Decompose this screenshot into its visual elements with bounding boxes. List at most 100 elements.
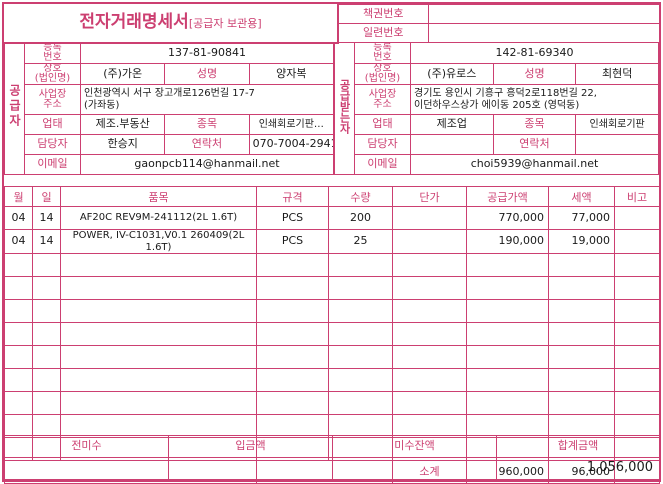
table-row-empty[interactable] bbox=[4, 391, 660, 415]
cell-tax-amount[interactable] bbox=[548, 299, 615, 323]
table-row-empty[interactable] bbox=[4, 299, 660, 323]
supplier-address-value[interactable]: 인천광역시 서구 장고개로126번길 17-7 (가좌동) bbox=[80, 84, 334, 115]
serial-number-value[interactable] bbox=[427, 23, 660, 43]
cell-day[interactable] bbox=[32, 391, 61, 415]
buyer-reg-value[interactable]: 142-81-69340 bbox=[410, 42, 659, 64]
balance-value[interactable] bbox=[332, 457, 497, 480]
cell-qty[interactable] bbox=[328, 276, 393, 300]
cell-note[interactable] bbox=[614, 299, 660, 323]
table-row[interactable]: 04 14 AF20C REV9M-241112(2L 1.6T) PCS 200 770… bbox=[4, 206, 660, 230]
cell-unit-price[interactable] bbox=[392, 391, 467, 415]
cell-item[interactable] bbox=[60, 414, 257, 438]
cell-unit-price[interactable] bbox=[392, 276, 467, 300]
cell-day[interactable] bbox=[32, 322, 61, 346]
cell-day[interactable] bbox=[32, 345, 61, 369]
cell-supply-amount[interactable] bbox=[466, 391, 549, 415]
grand-total-value[interactable]: 1,056,000 bbox=[496, 457, 660, 480]
cell-item[interactable] bbox=[60, 322, 257, 346]
cell-qty[interactable] bbox=[328, 391, 393, 415]
cell-tax-amount[interactable] bbox=[548, 276, 615, 300]
cell-supply-amount[interactable]: 770,000 bbox=[466, 206, 549, 230]
supplier-company-value[interactable]: (주)가온 bbox=[79, 63, 166, 85]
cell-qty[interactable] bbox=[328, 322, 393, 346]
buyer-bizitem-value[interactable]: 인쇄회로기판 bbox=[575, 114, 659, 135]
cell-note[interactable] bbox=[614, 253, 660, 277]
cell-month[interactable] bbox=[4, 345, 33, 369]
supplier-email-value[interactable]: gaonpcb114@hanmail.net bbox=[80, 154, 334, 175]
cell-tax-amount[interactable] bbox=[548, 414, 615, 438]
cell-month[interactable] bbox=[4, 391, 33, 415]
buyer-company-value[interactable]: (주)유로스 bbox=[410, 63, 494, 85]
cell-item[interactable] bbox=[60, 276, 257, 300]
cell-supply-amount[interactable] bbox=[466, 322, 549, 346]
cell-qty[interactable] bbox=[328, 368, 393, 392]
cell-item[interactable] bbox=[60, 368, 257, 392]
cell-item[interactable] bbox=[60, 391, 257, 415]
table-row-empty[interactable] bbox=[4, 322, 660, 346]
cell-tax-amount[interactable] bbox=[548, 253, 615, 277]
cell-spec[interactable] bbox=[256, 368, 329, 392]
cell-item[interactable]: AF20C REV9M-241112(2L 1.6T) bbox=[60, 206, 257, 230]
cell-unit-price[interactable] bbox=[392, 253, 467, 277]
cell-note[interactable] bbox=[614, 391, 660, 415]
prev-receivable-value[interactable] bbox=[4, 457, 169, 480]
cell-supply-amount[interactable] bbox=[466, 368, 549, 392]
cell-unit-price[interactable] bbox=[392, 322, 467, 346]
cell-month[interactable]: 04 bbox=[4, 229, 33, 254]
cell-note[interactable] bbox=[614, 276, 660, 300]
cell-tax-amount[interactable] bbox=[548, 322, 615, 346]
cell-unit-price[interactable] bbox=[392, 299, 467, 323]
book-number-value[interactable] bbox=[427, 4, 660, 24]
cell-spec[interactable] bbox=[256, 276, 329, 300]
cell-day[interactable] bbox=[32, 299, 61, 323]
cell-spec[interactable] bbox=[256, 391, 329, 415]
cell-note[interactable] bbox=[614, 229, 660, 254]
cell-tax-amount[interactable] bbox=[548, 391, 615, 415]
cell-spec[interactable]: PCS bbox=[256, 206, 329, 230]
cell-note[interactable] bbox=[614, 368, 660, 392]
cell-qty[interactable]: 200 bbox=[328, 206, 393, 230]
deposit-value[interactable] bbox=[168, 457, 333, 480]
table-row-empty[interactable] bbox=[4, 276, 660, 300]
cell-month[interactable] bbox=[4, 276, 33, 300]
cell-qty[interactable]: 25 bbox=[328, 229, 393, 254]
supplier-ceo-value[interactable]: 양자복 bbox=[248, 63, 335, 85]
buyer-ceo-value[interactable]: 최현덕 bbox=[575, 63, 659, 85]
table-row-empty[interactable] bbox=[4, 253, 660, 277]
supplier-contact-value[interactable]: 070-7004-2941 bbox=[248, 134, 335, 155]
table-row-empty[interactable] bbox=[4, 368, 660, 392]
cell-supply-amount[interactable] bbox=[466, 253, 549, 277]
cell-spec[interactable]: PCS bbox=[256, 229, 329, 254]
table-row-empty[interactable] bbox=[4, 345, 660, 369]
buyer-manager-value[interactable] bbox=[410, 134, 494, 155]
cell-supply-amount[interactable] bbox=[466, 276, 549, 300]
cell-spec[interactable] bbox=[256, 345, 329, 369]
cell-month[interactable] bbox=[4, 368, 33, 392]
cell-item[interactable] bbox=[60, 253, 257, 277]
cell-note[interactable] bbox=[614, 345, 660, 369]
cell-item[interactable]: POWER, IV-C1031,V0.1 260409(2L 1.6T) bbox=[60, 229, 257, 254]
cell-day[interactable]: 14 bbox=[32, 229, 61, 254]
cell-qty[interactable] bbox=[328, 253, 393, 277]
cell-unit-price[interactable] bbox=[392, 345, 467, 369]
cell-item[interactable] bbox=[60, 345, 257, 369]
supplier-biztype-value[interactable]: 제조.부동산 bbox=[79, 114, 166, 135]
table-row[interactable]: 04 14 POWER, IV-C1031,V0.1 260409(2L 1.6T) P… bbox=[4, 229, 660, 254]
supplier-bizitem-value[interactable]: 인쇄회로기판… bbox=[248, 114, 335, 135]
cell-tax-amount[interactable] bbox=[548, 345, 615, 369]
cell-unit-price[interactable] bbox=[392, 229, 467, 254]
cell-qty[interactable] bbox=[328, 299, 393, 323]
cell-supply-amount[interactable] bbox=[466, 345, 549, 369]
buyer-email-value[interactable]: choi5939@hanmail.net bbox=[410, 154, 659, 175]
cell-day[interactable] bbox=[32, 253, 61, 277]
buyer-contact-value[interactable] bbox=[575, 134, 659, 155]
cell-spec[interactable] bbox=[256, 253, 329, 277]
cell-month[interactable] bbox=[4, 299, 33, 323]
buyer-biztype-value[interactable]: 제조업 bbox=[410, 114, 494, 135]
cell-tax-amount[interactable]: 19,000 bbox=[548, 229, 615, 254]
cell-note[interactable] bbox=[614, 206, 660, 230]
cell-supply-amount[interactable]: 190,000 bbox=[466, 229, 549, 254]
cell-day[interactable] bbox=[32, 276, 61, 300]
supplier-manager-value[interactable]: 한승지 bbox=[79, 134, 166, 155]
cell-tax-amount[interactable]: 77,000 bbox=[548, 206, 615, 230]
